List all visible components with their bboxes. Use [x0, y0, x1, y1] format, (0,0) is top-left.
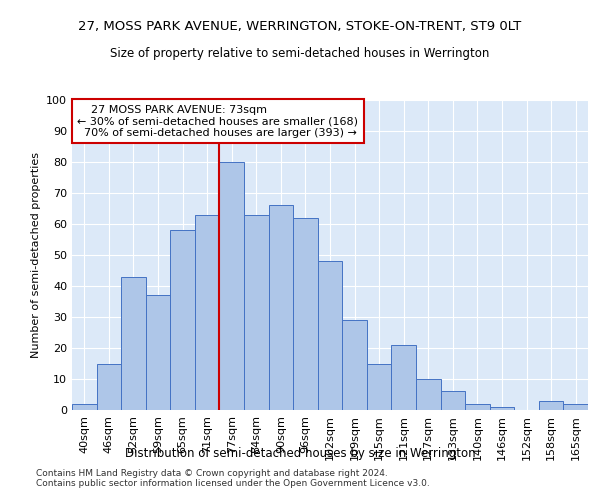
Bar	[416, 379, 440, 410]
Text: 27 MOSS PARK AVENUE: 73sqm
← 30% of semi-detached houses are smaller (168)
  70%: 27 MOSS PARK AVENUE: 73sqm ← 30% of semi…	[77, 104, 358, 138]
Text: Contains HM Land Registry data © Crown copyright and database right 2024.: Contains HM Land Registry data © Crown c…	[36, 469, 388, 478]
Bar	[490, 407, 514, 410]
Bar	[146, 296, 170, 410]
Bar	[391, 345, 416, 410]
Text: Size of property relative to semi-detached houses in Werrington: Size of property relative to semi-detach…	[110, 48, 490, 60]
Bar	[72, 404, 97, 410]
Text: 27, MOSS PARK AVENUE, WERRINGTON, STOKE-ON-TRENT, ST9 0LT: 27, MOSS PARK AVENUE, WERRINGTON, STOKE-…	[79, 20, 521, 33]
Bar	[539, 400, 563, 410]
Bar	[121, 276, 146, 410]
Bar	[195, 214, 220, 410]
Bar	[465, 404, 490, 410]
Bar	[440, 392, 465, 410]
Bar	[563, 404, 588, 410]
Y-axis label: Number of semi-detached properties: Number of semi-detached properties	[31, 152, 41, 358]
Bar	[293, 218, 318, 410]
Bar	[318, 261, 342, 410]
Text: Contains public sector information licensed under the Open Government Licence v3: Contains public sector information licen…	[36, 479, 430, 488]
Bar	[170, 230, 195, 410]
Text: Distribution of semi-detached houses by size in Werrington: Distribution of semi-detached houses by …	[125, 448, 475, 460]
Bar	[220, 162, 244, 410]
Bar	[342, 320, 367, 410]
Bar	[244, 214, 269, 410]
Bar	[367, 364, 391, 410]
Bar	[97, 364, 121, 410]
Bar	[269, 206, 293, 410]
